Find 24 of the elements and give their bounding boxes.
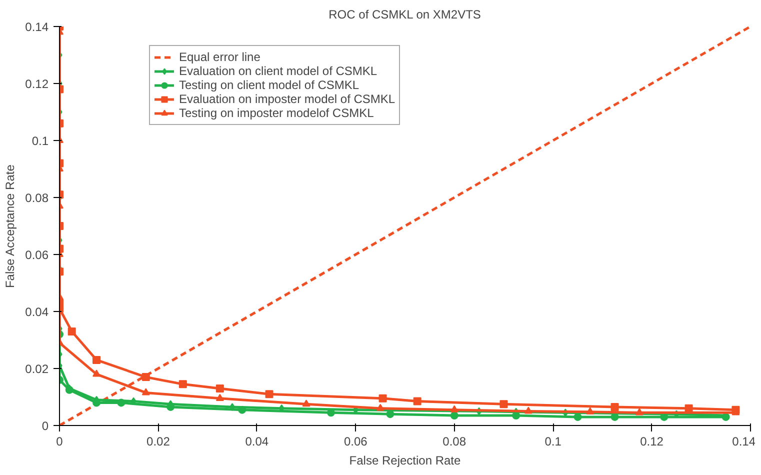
y-tick-label: 0.12 xyxy=(25,77,49,91)
y-tick-label: 0.02 xyxy=(25,362,49,376)
y-tick-label: 0 xyxy=(42,419,49,433)
legend-label: Testing on imposter modelof CSMKL xyxy=(179,106,374,120)
y-tick-label: 0.1 xyxy=(32,134,49,148)
x-tick-label: 0.02 xyxy=(146,434,170,448)
x-tick-label: 0.08 xyxy=(442,434,466,448)
x-tick-label: 0.12 xyxy=(640,434,664,448)
x-tick-label: 0.06 xyxy=(344,434,368,448)
legend-label: Equal error line xyxy=(179,50,260,64)
x-tick-label: 0.04 xyxy=(245,434,269,448)
x-axis-title: False Rejection Rate xyxy=(349,454,462,468)
legend-label: Evaluation on client model of CSMKL xyxy=(179,64,378,78)
legend-label: Testing on client model of CSMKL xyxy=(179,78,360,92)
x-tick-label: 0 xyxy=(56,434,64,448)
legend-label: Evaluation on imposter model of CSMKL xyxy=(179,92,396,106)
y-tick-label: 0.14 xyxy=(25,20,49,34)
y-tick-label: 0.04 xyxy=(25,305,49,319)
x-tick-label: 0.14 xyxy=(732,434,756,448)
chart-title: ROC of CSMKL on XM2VTS xyxy=(328,8,481,22)
y-tick-label: 0.06 xyxy=(25,248,49,262)
y-tick-label: 0.08 xyxy=(25,191,49,205)
x-tick-label: 0.1 xyxy=(544,434,562,448)
y-axis-title: False Acceptance Rate xyxy=(3,164,18,288)
